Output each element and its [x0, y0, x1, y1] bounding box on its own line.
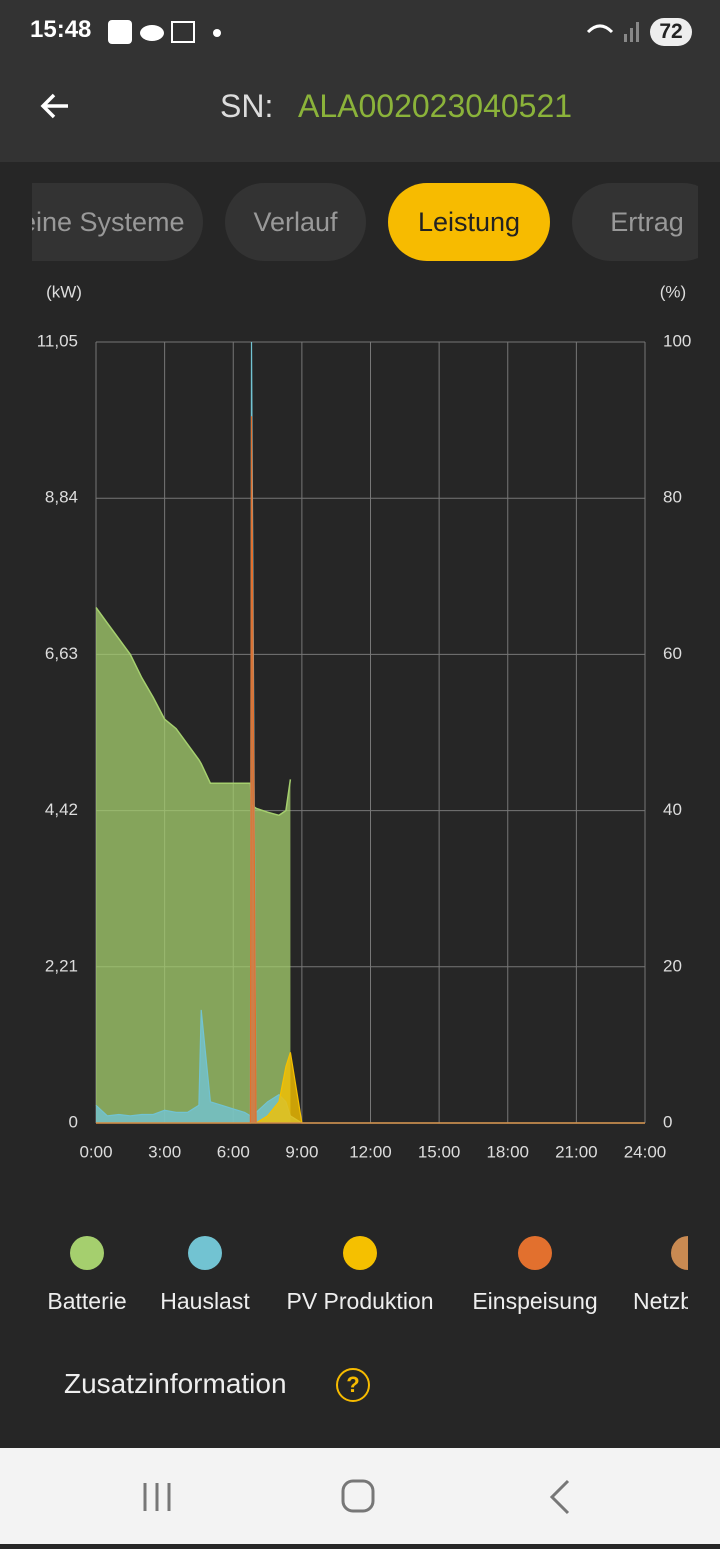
signal-icons: [586, 20, 646, 51]
legend-item[interactable]: PV Produktion: [270, 1230, 450, 1315]
area-fill: [96, 607, 291, 1123]
legend-swatch: [343, 1236, 377, 1270]
x-tick-label: 15:00: [418, 1142, 461, 1161]
info-label: Zusatzinformation: [64, 1368, 287, 1399]
legend-label: Netzbezug: [633, 1288, 718, 1314]
legend-item[interactable]: Netzbezug: [598, 1230, 718, 1315]
y-tick-label: 0: [69, 1112, 78, 1131]
x-tick-label: 24:00: [624, 1142, 667, 1161]
tab[interactable]: Meine Systeme: [32, 183, 203, 261]
legend-item[interactable]: Hauslast: [115, 1230, 295, 1315]
battery: 72: [650, 18, 692, 46]
legend-label: Batterie: [47, 1288, 127, 1314]
back-button[interactable]: [38, 88, 74, 129]
legend-swatch: [671, 1236, 688, 1270]
x-tick-label: 12:00: [349, 1142, 392, 1161]
legend-swatch: [188, 1236, 222, 1270]
x-tick-label: 21:00: [555, 1142, 598, 1161]
legend-label: PV Produktion: [286, 1288, 434, 1314]
y-tick-label: 11,05: [37, 331, 78, 350]
legend-swatch: [70, 1236, 104, 1270]
y-tick-label: 4,42: [45, 800, 78, 819]
y2-tick-label: 60: [663, 644, 682, 663]
clock: 15:48: [30, 16, 92, 43]
x-tick-label: 9:00: [285, 1142, 318, 1161]
y2-tick-label: 20: [663, 956, 682, 975]
x-tick-label: 6:00: [217, 1142, 250, 1161]
y2-tick-label: 0: [663, 1112, 672, 1131]
legend-swatch: [518, 1236, 552, 1270]
y2-tick-label: 100: [663, 331, 691, 350]
y2-tick-label: 40: [663, 800, 682, 819]
legend-label: Einspeisung: [472, 1288, 598, 1314]
x-tick-label: 3:00: [148, 1142, 181, 1161]
series-line: [95, 607, 292, 817]
y-tick-label: 6,63: [45, 644, 78, 663]
tabs: Meine Systeme Verlauf Leistung Ertrag: [32, 183, 698, 261]
y-tick-label: 2,21: [45, 956, 78, 975]
y2-tick-label: 80: [663, 488, 682, 507]
help-icon[interactable]: ?: [336, 1368, 370, 1402]
tab[interactable]: Leistung: [388, 183, 550, 261]
nav-bar: [0, 1448, 720, 1544]
legend-label: Hauslast: [160, 1288, 250, 1314]
tab[interactable]: Ertrag: [572, 183, 698, 261]
legend: Batterie Hauslast PV Produktion Einspeisung…: [0, 1230, 718, 1330]
x-tick-label: 0:00: [79, 1142, 112, 1161]
legend-item[interactable]: Batterie: [0, 1230, 177, 1315]
x-tick-label: 18:00: [486, 1142, 529, 1161]
sn-label: SN:: [220, 88, 274, 124]
tab[interactable]: Verlauf: [225, 183, 366, 261]
serial: ALA002023040521: [298, 88, 573, 124]
chart: (kW) (%) 0 2,21 4,42 6,63 8,84 11,05 0 20 40 60 80 10…: [37, 282, 692, 1161]
status-icons: [108, 20, 221, 46]
y-tick-label: 8,84: [45, 488, 78, 507]
y2-axis-label: (%): [660, 282, 686, 301]
y-axis-label: (kW): [46, 282, 82, 301]
legend-item[interactable]: Einspeisung: [445, 1230, 625, 1315]
